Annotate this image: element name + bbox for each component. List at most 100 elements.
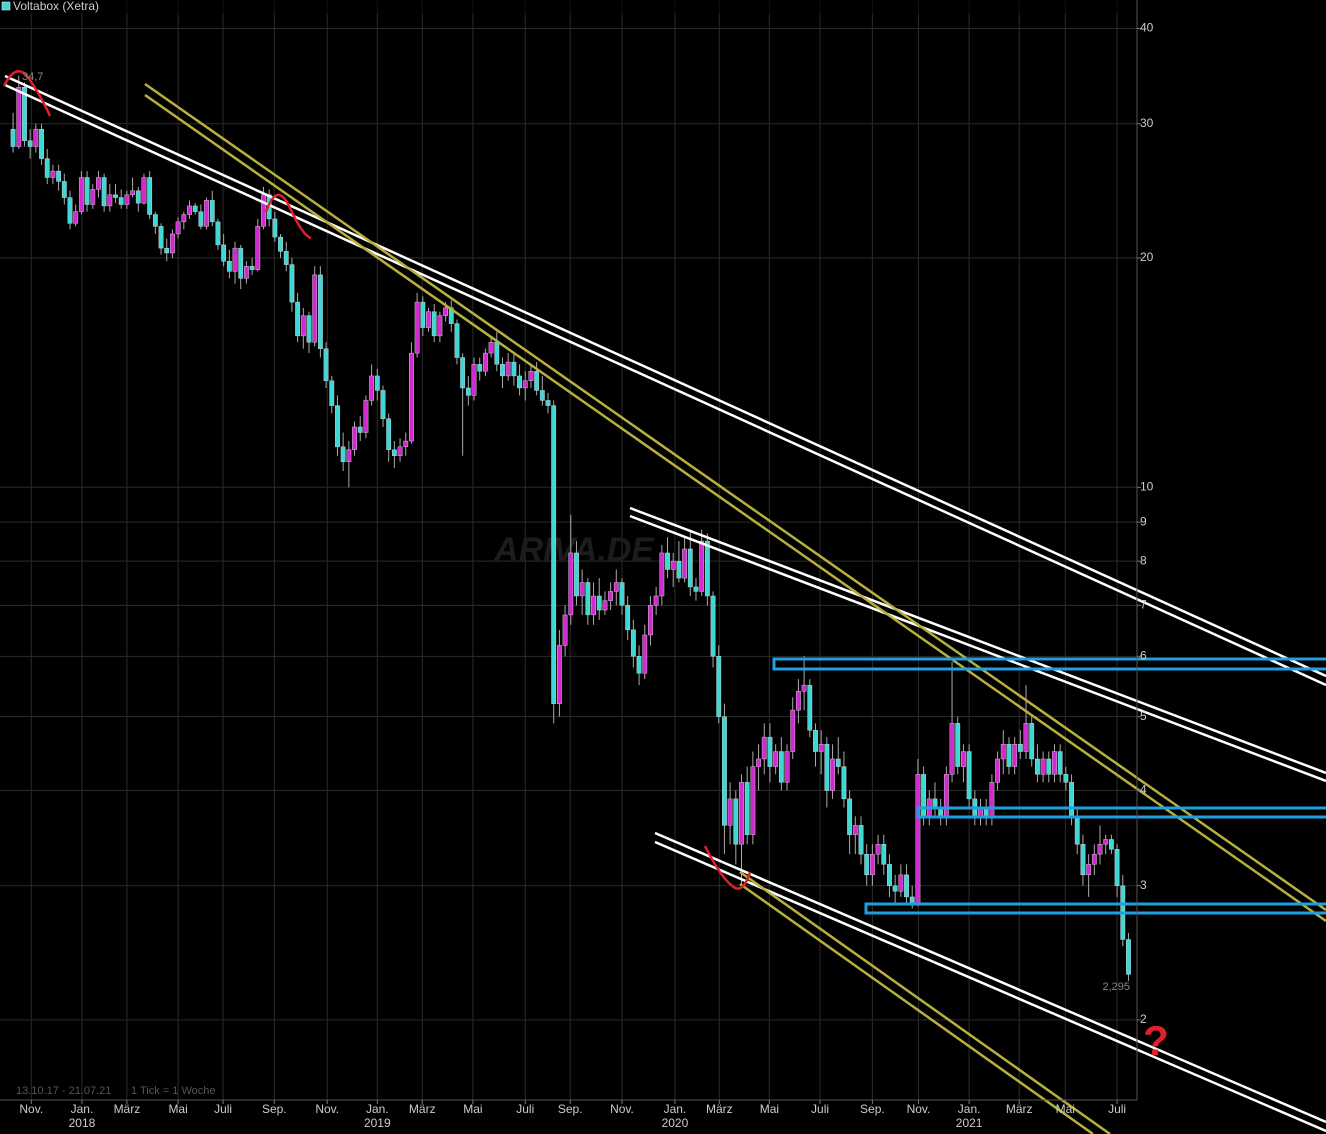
candle-body — [107, 194, 113, 207]
zone — [916, 806, 1326, 819]
candle-body — [613, 582, 619, 592]
candle-body — [431, 311, 437, 337]
candle-body — [875, 844, 881, 855]
candle-body — [739, 782, 744, 845]
candle-body — [238, 247, 244, 279]
arc-marker — [703, 845, 752, 890]
candle-body — [636, 656, 642, 674]
y-tick-label: 10 — [1140, 479, 1154, 493]
candle-body — [1046, 758, 1052, 775]
candle-body — [232, 247, 238, 272]
x-tick-label: März — [114, 1102, 141, 1116]
candle-body — [756, 758, 761, 767]
candle-body — [1000, 744, 1006, 760]
candle-body — [1086, 864, 1092, 876]
x-tick-label: Sep. — [558, 1102, 583, 1116]
candle-body — [78, 177, 84, 212]
candle-body — [539, 390, 545, 401]
candle-body — [1074, 816, 1080, 845]
trend-line — [654, 831, 1326, 1124]
candle-body — [682, 548, 687, 579]
candle-body — [602, 600, 608, 611]
candle-body — [784, 751, 790, 783]
candle-body — [409, 352, 414, 442]
candle-body — [704, 540, 710, 597]
candle-body — [16, 87, 22, 147]
candle-body — [710, 595, 716, 657]
x-tick-label: Mai — [463, 1102, 482, 1116]
candle-body — [881, 844, 887, 865]
candle-body — [716, 656, 722, 717]
candle-body — [261, 194, 266, 227]
y-tick-label: 5 — [1140, 709, 1147, 723]
candle-body — [750, 766, 756, 835]
candle-body — [1006, 744, 1012, 767]
x-tick-label: Mai — [168, 1102, 187, 1116]
candle-body — [955, 723, 961, 767]
candle-body — [67, 197, 73, 224]
candle-body — [892, 885, 898, 892]
candle-body — [909, 896, 915, 903]
candle-body — [591, 595, 596, 616]
candle-body — [158, 226, 164, 249]
candle-body — [961, 751, 966, 767]
candle-body — [101, 177, 107, 207]
trend-line — [629, 506, 1326, 775]
candle-body — [465, 387, 471, 396]
candle-body — [733, 798, 739, 845]
candle-body — [414, 301, 420, 354]
candle-body — [215, 221, 221, 246]
candle-body — [278, 236, 283, 252]
candle-body — [551, 405, 557, 704]
trend-line — [144, 93, 1326, 923]
candle-body — [517, 375, 522, 389]
x-tick-label: Nov. — [19, 1102, 43, 1116]
candle-body — [528, 371, 534, 381]
candle-body — [181, 214, 187, 223]
candle-body — [847, 798, 853, 835]
grid — [0, 0, 1137, 1100]
candle-body — [1057, 751, 1063, 775]
candle-body — [904, 874, 909, 898]
candle-body — [113, 194, 118, 198]
candle-body — [272, 218, 278, 238]
candle-body — [374, 375, 380, 391]
candle-body — [693, 586, 699, 592]
candle-body — [858, 825, 864, 855]
candle-body — [488, 342, 494, 354]
zone — [864, 902, 1326, 915]
y-tick-label: 6 — [1140, 649, 1147, 663]
candle-body — [608, 591, 614, 601]
candle-body — [596, 595, 602, 611]
candle-body — [1091, 853, 1097, 865]
candle-body — [147, 177, 153, 215]
x-tick-label: Nov. — [315, 1102, 339, 1116]
candle-body — [761, 736, 767, 760]
x-year-label: 2019 — [364, 1116, 391, 1130]
x-tick-label: Nov. — [610, 1102, 634, 1116]
date-range: 13.10.17 - 21.07.21 — [16, 1085, 111, 1097]
candle-body — [864, 853, 870, 876]
candle-body — [1029, 723, 1035, 760]
candle-body — [943, 774, 949, 817]
candle-body — [1103, 839, 1109, 845]
candle-body — [323, 348, 329, 381]
candle-body — [1063, 774, 1069, 783]
candle-body — [898, 874, 904, 892]
x-tick-label: März — [706, 1102, 733, 1116]
y-tick-label: 3 — [1140, 878, 1147, 892]
candle-body — [300, 315, 306, 337]
candle-body — [477, 364, 483, 372]
candle-body — [335, 405, 340, 448]
trend-line — [739, 882, 1094, 1134]
trend-line — [4, 83, 1326, 687]
candle-body — [790, 709, 796, 752]
candle-body — [255, 226, 261, 270]
title-bg — [0, 0, 1137, 14]
x-tick-label: März — [409, 1102, 436, 1116]
candle-body — [403, 440, 409, 448]
candle-body — [187, 205, 192, 215]
candle-body — [869, 853, 875, 876]
candle-body — [676, 560, 682, 579]
